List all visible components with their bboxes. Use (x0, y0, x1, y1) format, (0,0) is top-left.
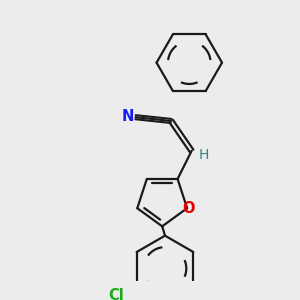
Text: Cl: Cl (108, 288, 124, 300)
Text: H: H (199, 148, 209, 162)
Text: O: O (182, 201, 194, 216)
Text: N: N (122, 109, 134, 124)
